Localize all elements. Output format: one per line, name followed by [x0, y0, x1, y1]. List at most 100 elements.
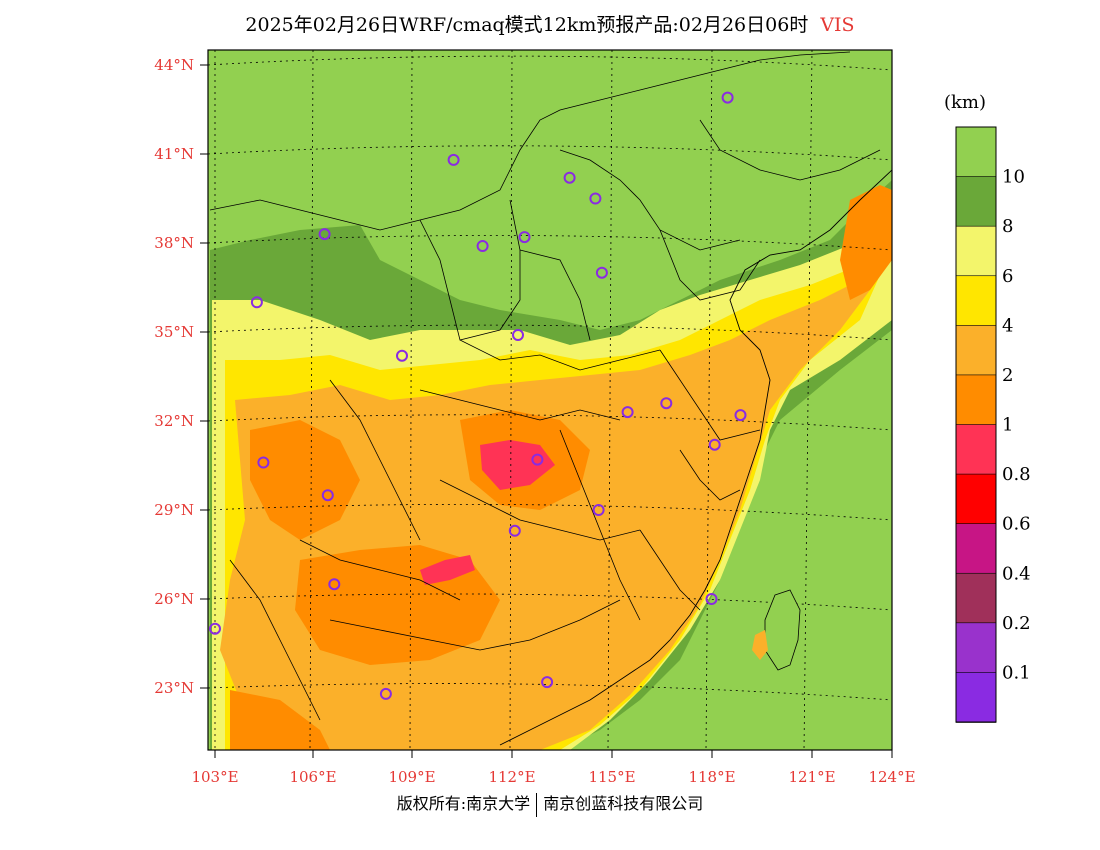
city-marker-c17	[531, 453, 544, 466]
legend-label: 6	[1002, 266, 1013, 287]
lon-tick-label: 109°E	[388, 768, 435, 786]
lat-tick-label: 32°N	[154, 412, 194, 430]
map-title-main: 2025年02月26日WRF/cmaq模式12km预报产品:02月26日06时	[245, 14, 809, 36]
graticule-lat-32	[208, 414, 892, 431]
graticule-lon-112	[509, 50, 513, 750]
city-marker-c14	[734, 409, 747, 422]
city-marker-c18	[321, 489, 334, 502]
city-marker-c13	[660, 397, 673, 410]
lon-tick-label: 115°E	[588, 768, 635, 786]
boundary-yunnan	[229, 559, 321, 721]
graticule-lat-23	[208, 683, 892, 701]
city-marker-c16	[257, 456, 270, 469]
lat-tick-label: 44°N	[154, 56, 194, 74]
visibility-field	[210, 180, 892, 750]
field-08km-south	[420, 555, 475, 585]
graticule-lat-41	[208, 145, 892, 161]
plot-frame	[207, 49, 893, 751]
taiwan-west-coast-band	[752, 630, 768, 660]
city-marker-c8	[595, 266, 608, 279]
legend-swatch	[955, 523, 997, 575]
lon-tick-label: 121°E	[788, 768, 835, 786]
city-markers	[209, 91, 747, 700]
boundary-hubei	[419, 389, 621, 421]
field-08km-central	[480, 440, 555, 490]
graticule-lon-106	[309, 50, 314, 750]
boundary-sichuan-chongqing	[329, 379, 421, 541]
boundary-fujian	[639, 529, 701, 611]
lat-tick-label: 38°N	[154, 234, 194, 252]
boundary-henan	[459, 339, 661, 371]
field-1km-northeast	[840, 185, 892, 300]
boundary-hunan	[439, 479, 641, 541]
legend-label: 0.6	[1002, 514, 1031, 535]
city-marker-c1	[721, 91, 734, 104]
city-marker-c25	[379, 687, 392, 700]
city-marker-c20	[508, 524, 521, 537]
city-marker-c4	[589, 192, 602, 205]
graticule-lon-109	[409, 50, 413, 750]
footer-copyright: 版权所有:南京大学	[396, 794, 531, 813]
graticule-lat-38	[208, 235, 892, 251]
field-1km-southwest	[230, 690, 330, 750]
city-marker-c5	[318, 228, 331, 241]
legend-swatch	[955, 275, 997, 327]
legend-label: 0.1	[1002, 662, 1031, 683]
legend-unit: (km)	[944, 92, 986, 113]
lat-tick-label: 23°N	[154, 679, 194, 697]
lat-tick-label: 41°N	[154, 145, 194, 163]
legend-label: 0.2	[1002, 613, 1031, 634]
city-marker-c3	[563, 171, 576, 184]
legend-label: 0.8	[1002, 464, 1031, 485]
lon-tick-label: 118°E	[688, 768, 735, 786]
legend-label: 0.4	[1002, 563, 1031, 584]
boundary-zhejiang	[679, 449, 741, 501]
boundary-jiangxi	[559, 429, 641, 621]
province-boundaries	[209, 51, 881, 721]
legend-label: 1	[1002, 415, 1013, 436]
legend-swatch	[955, 622, 997, 674]
legend-swatch	[955, 473, 997, 525]
graticule-lat-35	[208, 324, 892, 341]
graticule-lat-26	[208, 593, 892, 611]
graticule-lat-44	[208, 55, 892, 71]
boundary-inner-mongolia	[419, 199, 521, 341]
city-marker-c6	[476, 240, 489, 252]
lat-tick-label: 26°N	[154, 590, 194, 608]
footer-separator	[536, 792, 538, 817]
city-marker-c10	[512, 329, 524, 341]
longitude-axis: 103°E 106°E 109°E 112°E 115°E 118°E 121°E 124°E	[191, 750, 916, 786]
city-marker-c7	[518, 231, 531, 244]
city-marker-c11	[396, 349, 408, 362]
map-plot-area	[208, 50, 892, 750]
boundary-shanxi	[519, 249, 591, 341]
boundary-guangxi-guangdong	[329, 599, 621, 651]
city-marker-c12	[621, 406, 634, 419]
boundary-shandong	[659, 229, 761, 301]
city-marker-c19	[592, 504, 605, 516]
footer: 版权所有:南京大学 南京创蓝科技有限公司	[0, 790, 1100, 817]
city-marker-c2	[447, 153, 460, 166]
city-marker-c23	[209, 622, 221, 635]
boundary-jiangsu-anhui	[659, 349, 761, 441]
city-marker-c24	[541, 676, 554, 689]
lon-tick-label: 124°E	[868, 768, 915, 786]
city-marker-c22	[705, 593, 718, 605]
graticule	[208, 50, 892, 750]
city-marker-c21	[328, 578, 341, 591]
boundary-hebei	[559, 149, 741, 251]
legend-swatch	[955, 325, 997, 376]
lon-tick-label: 112°E	[488, 768, 535, 786]
graticule-lon-118	[705, 50, 713, 750]
graticule-lon-115	[607, 50, 613, 750]
legend-label: 10	[1002, 167, 1025, 188]
lat-tick-label: 35°N	[154, 323, 194, 341]
lon-tick-label: 106°E	[289, 768, 336, 786]
legend-label: 8	[1002, 216, 1013, 237]
graticule-lon-121	[803, 50, 813, 750]
footer-company: 南京创蓝科技有限公司	[543, 794, 704, 813]
legend-label: 2	[1002, 365, 1013, 386]
city-marker-c15	[708, 438, 721, 451]
coastline	[499, 169, 892, 746]
